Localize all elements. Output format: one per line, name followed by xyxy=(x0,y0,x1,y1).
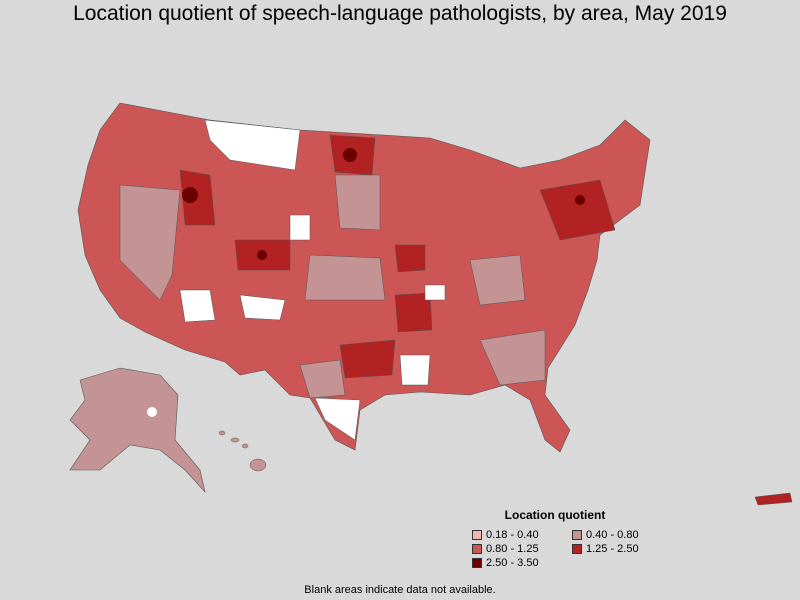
legend-item: 2.50 - 3.50 xyxy=(472,556,572,569)
legend-label: 0.18 - 0.40 xyxy=(486,528,539,541)
legend-item: 0.18 - 0.40 xyxy=(472,528,572,541)
southeast-region xyxy=(479,329,546,386)
puerto-rico xyxy=(754,492,793,506)
legend-item: 0.40 - 0.80 xyxy=(572,528,672,541)
new-mexico-blank xyxy=(239,294,286,321)
legend-swatch xyxy=(472,557,482,568)
nevada-region xyxy=(119,184,181,301)
iowa-region xyxy=(394,244,426,273)
legend-label: 0.40 - 0.80 xyxy=(586,528,639,541)
dark-area xyxy=(343,148,357,162)
legend-title: Location quotient xyxy=(504,508,606,522)
mississippi-blank xyxy=(399,354,431,386)
arkansas-region xyxy=(394,292,433,333)
legend-label: 0.80 - 1.25 xyxy=(486,542,539,555)
legend-label: 1.25 - 2.50 xyxy=(586,542,639,555)
legend-swatch xyxy=(572,529,582,540)
dark-area xyxy=(182,187,198,203)
west-texas-region xyxy=(299,359,346,399)
upper-midwest-region xyxy=(334,174,381,231)
wyoming-blank xyxy=(289,214,311,241)
map-title: Location quotient of speech-language pat… xyxy=(73,2,727,25)
great-plains-region xyxy=(304,254,386,301)
footnote: Blank areas indicate data not available. xyxy=(304,584,496,596)
louisiana-region xyxy=(339,339,396,379)
legend-swatch xyxy=(572,543,582,554)
dark-area xyxy=(257,250,267,260)
kentucky-blank xyxy=(424,284,446,301)
legend-label: 2.50 - 3.50 xyxy=(486,556,539,569)
legend: Location quotient 0.18 - 0.40 0.40 - 0.8… xyxy=(460,508,660,569)
southwest-blank xyxy=(179,289,216,323)
texas-blank xyxy=(314,397,361,441)
legend-item: 0.80 - 1.25 xyxy=(472,542,572,555)
hawaii-islands xyxy=(218,430,267,472)
northeast-region xyxy=(539,179,616,241)
appalachia-region xyxy=(469,254,526,306)
legend-swatch xyxy=(472,543,482,554)
montana-blank xyxy=(204,119,301,171)
legend-swatch xyxy=(472,529,482,540)
alaska-region xyxy=(69,367,206,494)
legend-item: 1.25 - 2.50 xyxy=(572,542,672,555)
dark-area xyxy=(575,195,585,205)
alaska-blank xyxy=(147,407,157,417)
